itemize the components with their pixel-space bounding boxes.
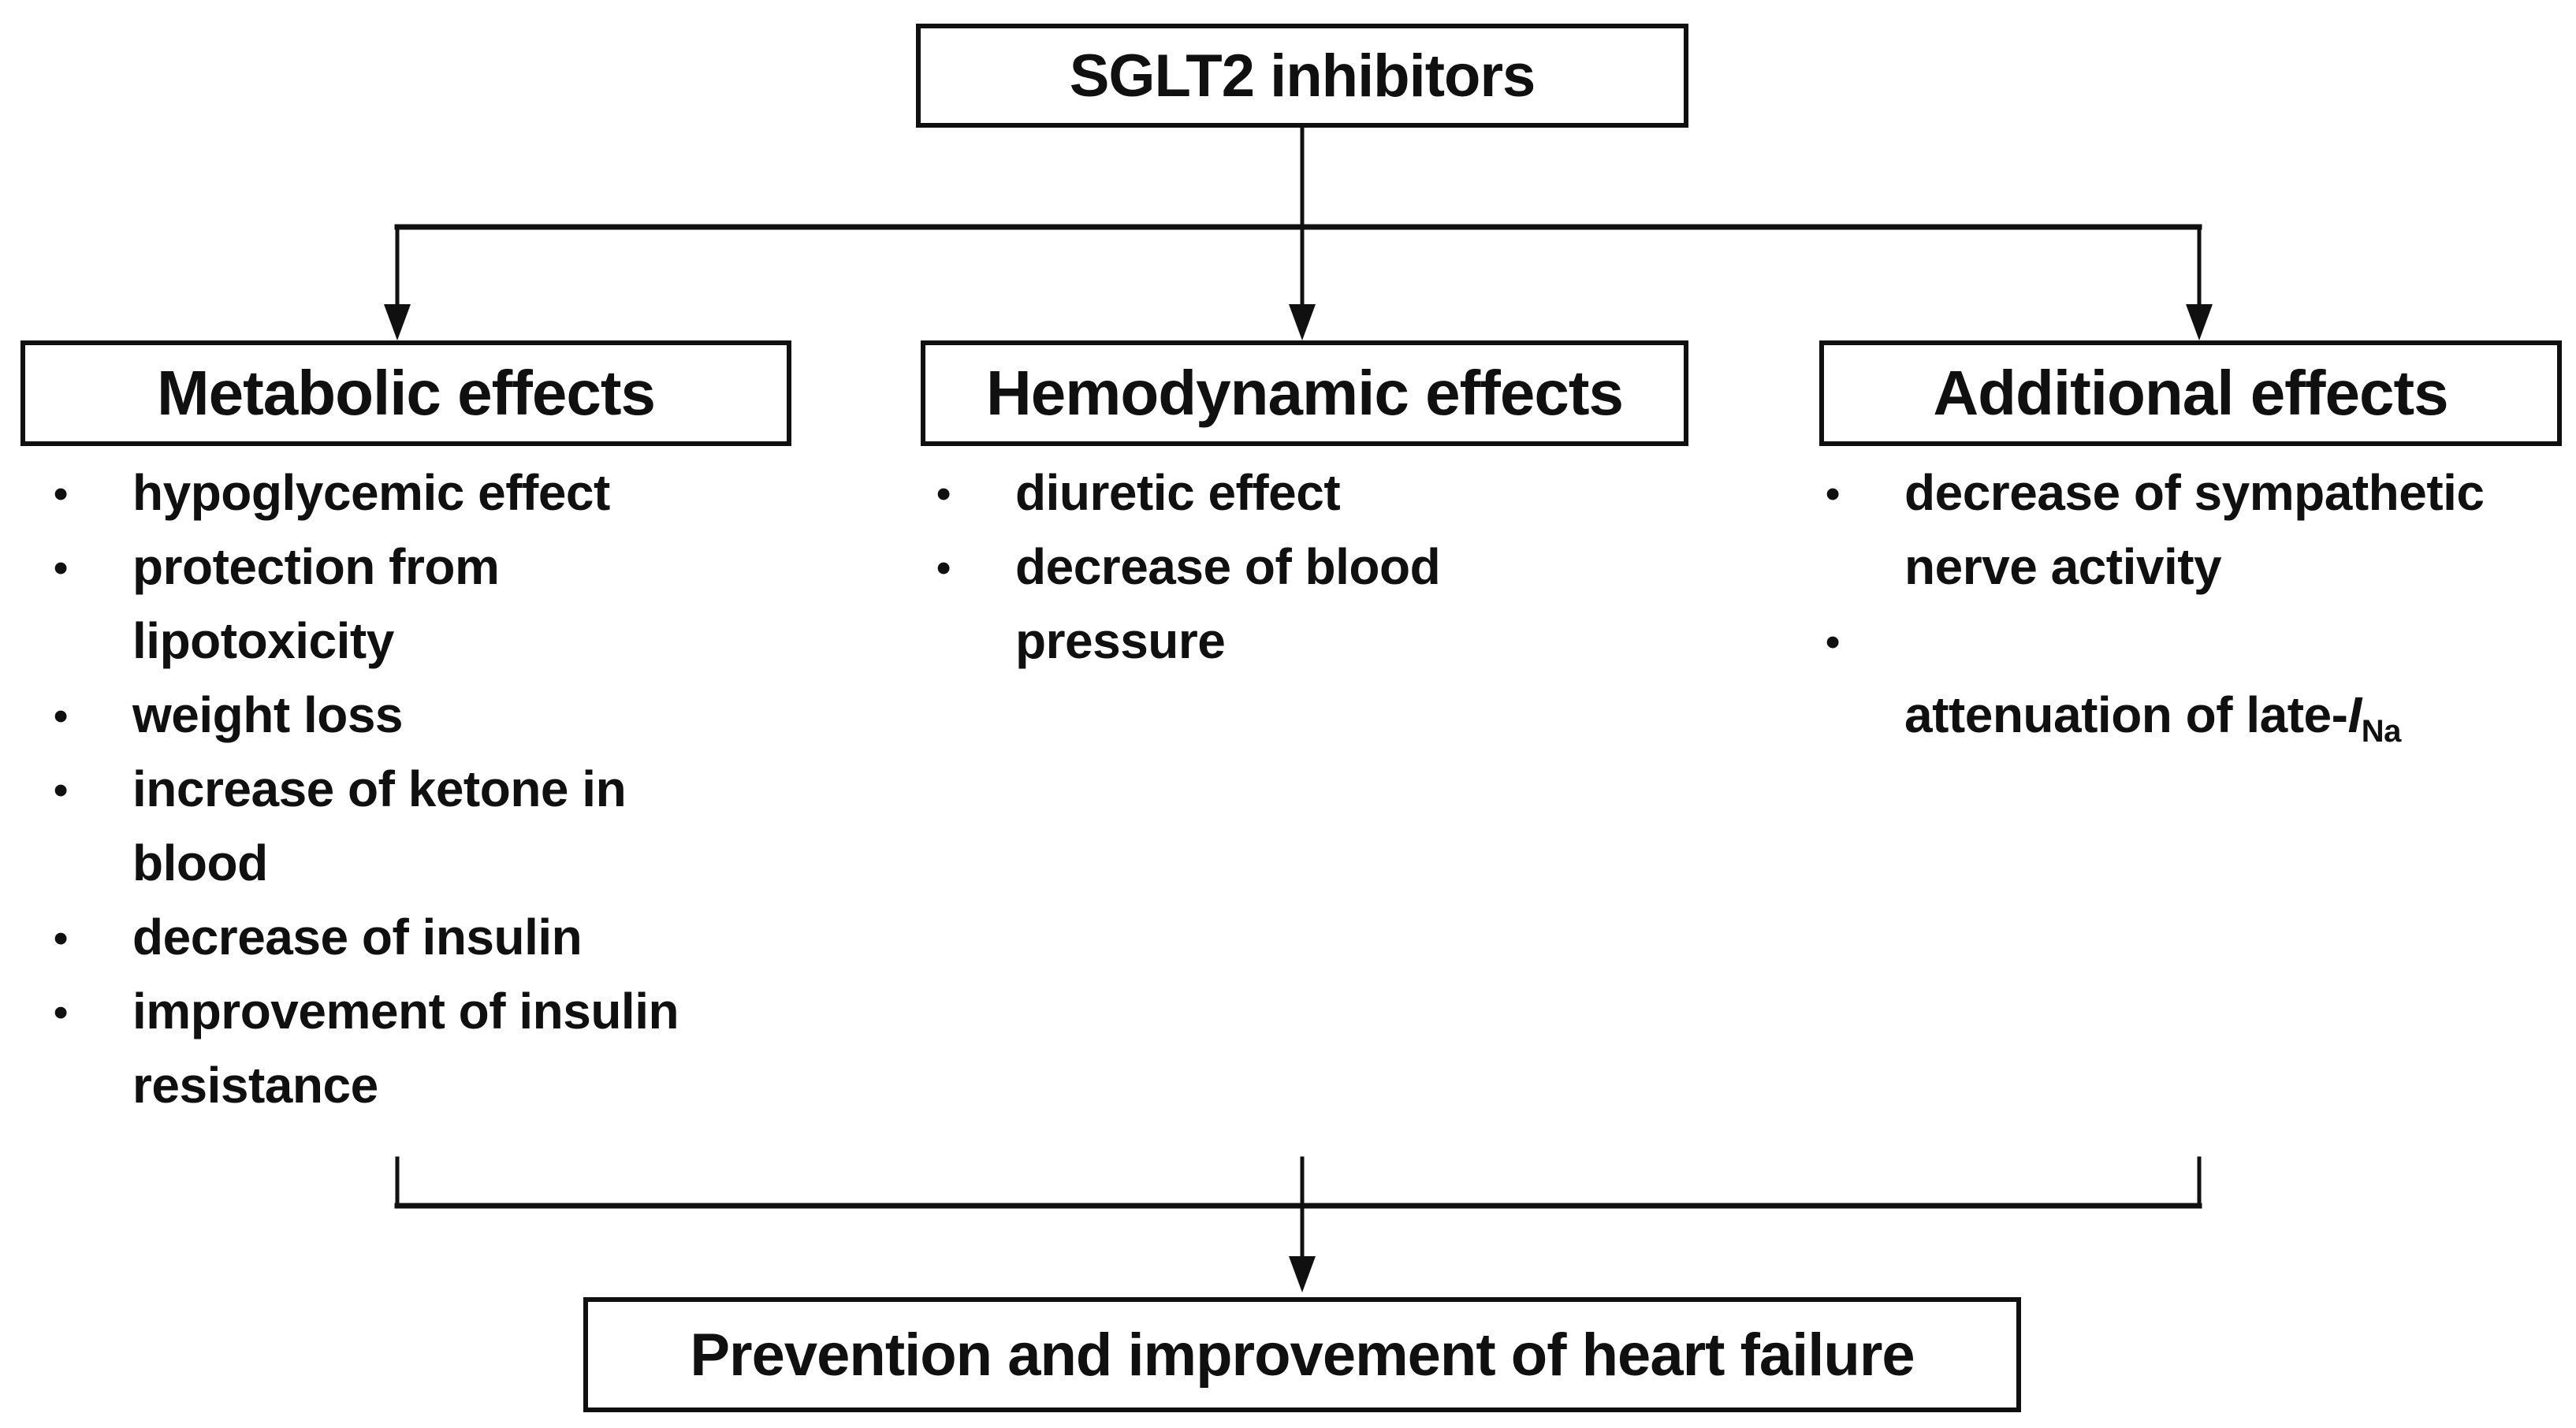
additional-effects-list: decrease of sympathetic nerve activity a… bbox=[1822, 456, 2567, 759]
list-item: diuretic effect bbox=[933, 456, 1595, 531]
list-item: decrease of sympathetic nerve activity bbox=[1822, 456, 2567, 604]
current-symbol: I bbox=[2347, 686, 2362, 743]
arrowhead-bottom-icon bbox=[1289, 1256, 1316, 1292]
current-subscript: Na bbox=[2361, 714, 2402, 749]
list-item: hypoglycemic effect bbox=[50, 456, 776, 531]
branch-title-metabolic: Metabolic effects bbox=[156, 358, 656, 428]
arrowhead-left-icon bbox=[384, 304, 411, 340]
list-item: decrease of blood pressure bbox=[933, 530, 1595, 678]
branch-box-metabolic: Metabolic effects bbox=[20, 340, 791, 446]
list-item: increase of ketone in blood bbox=[50, 752, 776, 900]
branch-box-additional: Additional effects bbox=[1819, 340, 2562, 446]
metabolic-effects-list: hypoglycemic effect protection from lipo… bbox=[50, 456, 776, 1122]
list-item: protection from lipotoxicity bbox=[50, 530, 776, 678]
branch-title-hemodynamic: Hemodynamic effects bbox=[986, 358, 1624, 428]
arrowhead-center-icon bbox=[1289, 304, 1316, 340]
list-item: weight loss bbox=[50, 678, 776, 753]
branch-box-hemodynamic: Hemodynamic effects bbox=[921, 340, 1688, 446]
root-label: SGLT2 inhibitors bbox=[1069, 42, 1536, 110]
branch-title-additional: Additional effects bbox=[1933, 358, 2448, 428]
outcome-box: Prevention and improvement of heart fail… bbox=[583, 1297, 2021, 1412]
list-item: improvement of insulin resistance bbox=[50, 974, 776, 1122]
list-item: decrease of insulin bbox=[50, 900, 776, 976]
hemodynamic-effects-list: diuretic effect decrease of blood pressu… bbox=[933, 456, 1595, 678]
list-item: attenuation of late-INa bbox=[1822, 604, 2567, 759]
list-item-text: attenuation of late- bbox=[1904, 686, 2348, 743]
root-box: SGLT2 inhibitors bbox=[916, 24, 1688, 128]
arrowhead-right-icon bbox=[2186, 304, 2213, 340]
outcome-label: Prevention and improvement of heart fail… bbox=[690, 1321, 1915, 1389]
